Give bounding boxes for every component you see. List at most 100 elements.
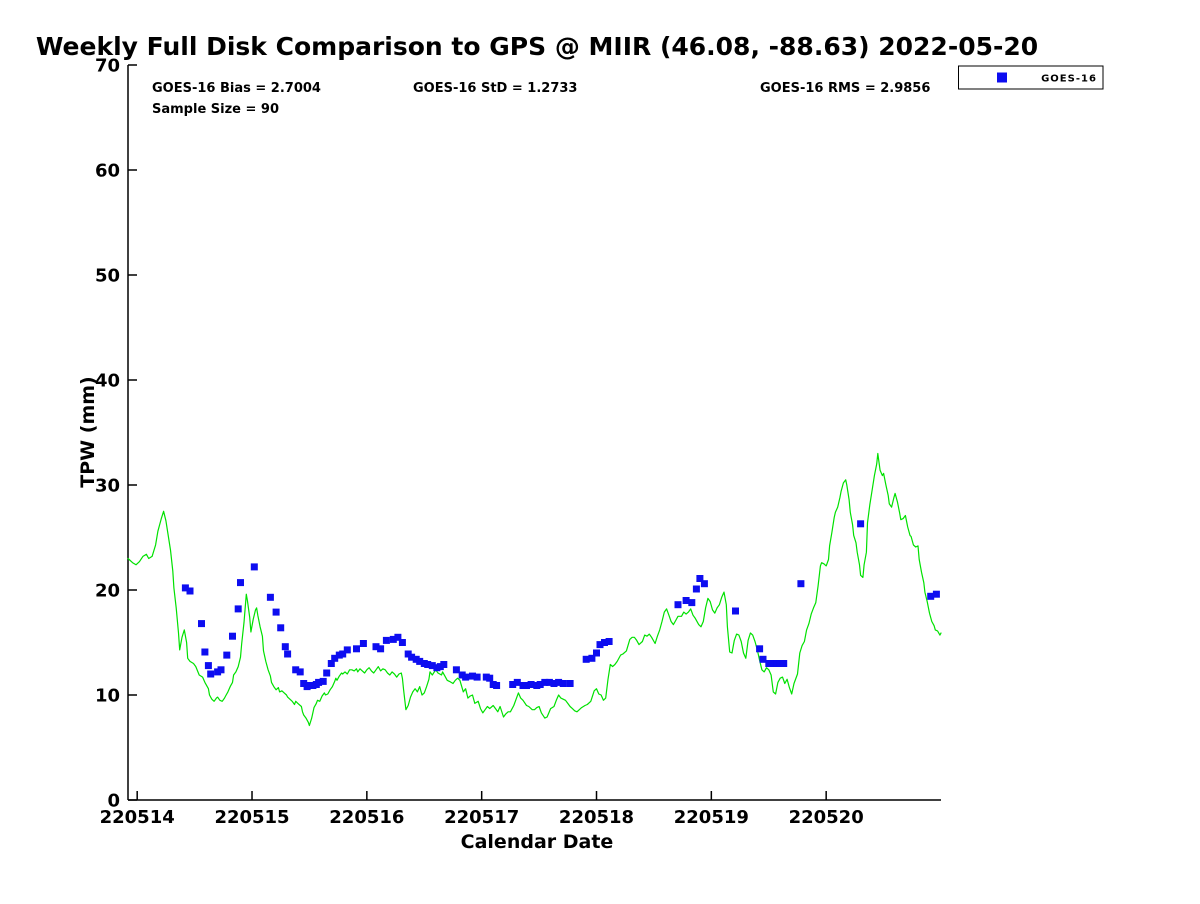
stat-std: GOES-16 StD = 1.2733	[413, 81, 577, 96]
goes16-marker	[440, 661, 448, 668]
goes16-marker	[559, 680, 567, 687]
goes16-marker	[181, 584, 189, 592]
goes16-marker	[768, 660, 776, 667]
goes16-marker	[382, 636, 390, 644]
y-tick-label: 10	[95, 686, 120, 707]
goes16-marker	[277, 624, 285, 632]
goes16-marker	[398, 639, 406, 646]
y-tick-label: 60	[95, 161, 120, 182]
goes16-marker	[605, 638, 613, 645]
goes16-marker	[541, 678, 549, 686]
stat-rms: GOES-16 RMS = 2.9856	[760, 81, 930, 96]
x-tick-label: 220516	[329, 807, 404, 828]
goes16-marker	[281, 643, 289, 651]
goes16-marker	[473, 673, 481, 681]
y-tick-label: 30	[95, 476, 120, 497]
goes16-marker	[536, 681, 544, 688]
goes16-marker	[331, 654, 339, 662]
y-tick-label: 0	[107, 791, 120, 812]
goes16-marker	[217, 666, 225, 674]
plot-area: 0 10 20 30 40 50 60 70 220514 220515 220516 220517 2…	[95, 56, 942, 828]
goes16-marker	[343, 646, 351, 654]
goes16-marker	[201, 648, 209, 656]
goes16-marker	[462, 673, 470, 681]
x-tick-label: 220517	[444, 807, 519, 828]
goes16-marker	[234, 605, 242, 613]
goes16-marker	[513, 678, 521, 686]
goes16-marker	[601, 639, 608, 646]
goes16-marker	[857, 520, 865, 528]
goes16-marker	[377, 645, 385, 653]
stat-sample-size: Sample Size = 90	[152, 102, 279, 117]
goes16-marker	[359, 640, 367, 647]
goes16-marker	[582, 655, 590, 663]
legend-box	[958, 65, 1104, 90]
goes16-marker	[416, 657, 424, 665]
goes16-marker	[292, 666, 300, 674]
goes16-marker	[428, 662, 436, 670]
goes16-marker	[696, 575, 704, 582]
goes16-marker	[682, 597, 690, 604]
goes16-marker	[509, 681, 517, 688]
goes16-marker	[315, 678, 323, 686]
goes16-marker	[732, 607, 739, 615]
y-axis-title: TPW (mm)	[77, 376, 99, 487]
goes16-marker	[566, 680, 574, 687]
goes16-marker	[927, 592, 935, 600]
goes16-marker	[932, 590, 940, 598]
goes16-marker	[692, 585, 700, 593]
x-tick-label: 220518	[559, 807, 634, 828]
legend-marker-goes16-icon	[997, 72, 1007, 83]
goes16-marker	[674, 601, 682, 609]
goes16-marker	[237, 579, 244, 587]
goes16-marker	[523, 682, 530, 689]
goes16-marker	[353, 645, 360, 653]
goes16-marker	[272, 608, 280, 616]
goes16-marker	[527, 681, 535, 688]
y-tick-label: 50	[95, 266, 120, 287]
y-tick-label: 40	[95, 371, 120, 392]
goes16-marker	[266, 593, 274, 601]
goes16-marker	[327, 660, 335, 667]
goes16-marker	[323, 669, 331, 677]
goes16-marker	[493, 682, 501, 689]
goes16-marker	[319, 677, 327, 685]
goes16-marker	[207, 670, 215, 678]
goes16-marker	[759, 655, 767, 663]
goes16-marker	[394, 633, 402, 641]
goes16-marker	[452, 666, 460, 674]
goes16-marker	[389, 635, 397, 643]
goes16-marker	[486, 674, 494, 682]
goes16-marker	[588, 654, 596, 662]
goes16-marker	[408, 653, 416, 661]
goes16-marker	[555, 678, 563, 686]
goes16-marker	[550, 680, 558, 687]
goes16-marker	[688, 599, 696, 607]
x-tick-label: 220514	[100, 807, 175, 828]
x-tick-label: 220515	[214, 807, 289, 828]
goes16-marker	[339, 650, 347, 658]
y-tick-label: 70	[95, 56, 120, 77]
x-axis-title: Calendar Date	[461, 831, 614, 853]
goes16-marker	[186, 587, 194, 595]
legend: GOES-16	[958, 65, 1104, 90]
y-tick-label: 20	[95, 581, 120, 602]
gps-line	[127, 452, 942, 727]
goes16-marker	[469, 672, 476, 680]
goes16-marker	[424, 661, 432, 668]
goes16-marker	[250, 563, 258, 571]
goes16-marker	[545, 678, 553, 686]
x-tick-label: 220519	[674, 807, 749, 828]
goes16-marker	[198, 620, 205, 628]
goes16-marker	[296, 668, 304, 676]
goes16-marker	[223, 651, 231, 659]
goes16-marker	[204, 662, 212, 670]
stat-bias: GOES-16 Bias = 2.7004	[152, 81, 321, 96]
goes16-marker	[797, 580, 805, 588]
goes16-marker	[372, 643, 380, 651]
goes16-marker	[229, 632, 236, 640]
goes16-marker	[700, 580, 708, 588]
goes16-marker	[780, 660, 788, 667]
